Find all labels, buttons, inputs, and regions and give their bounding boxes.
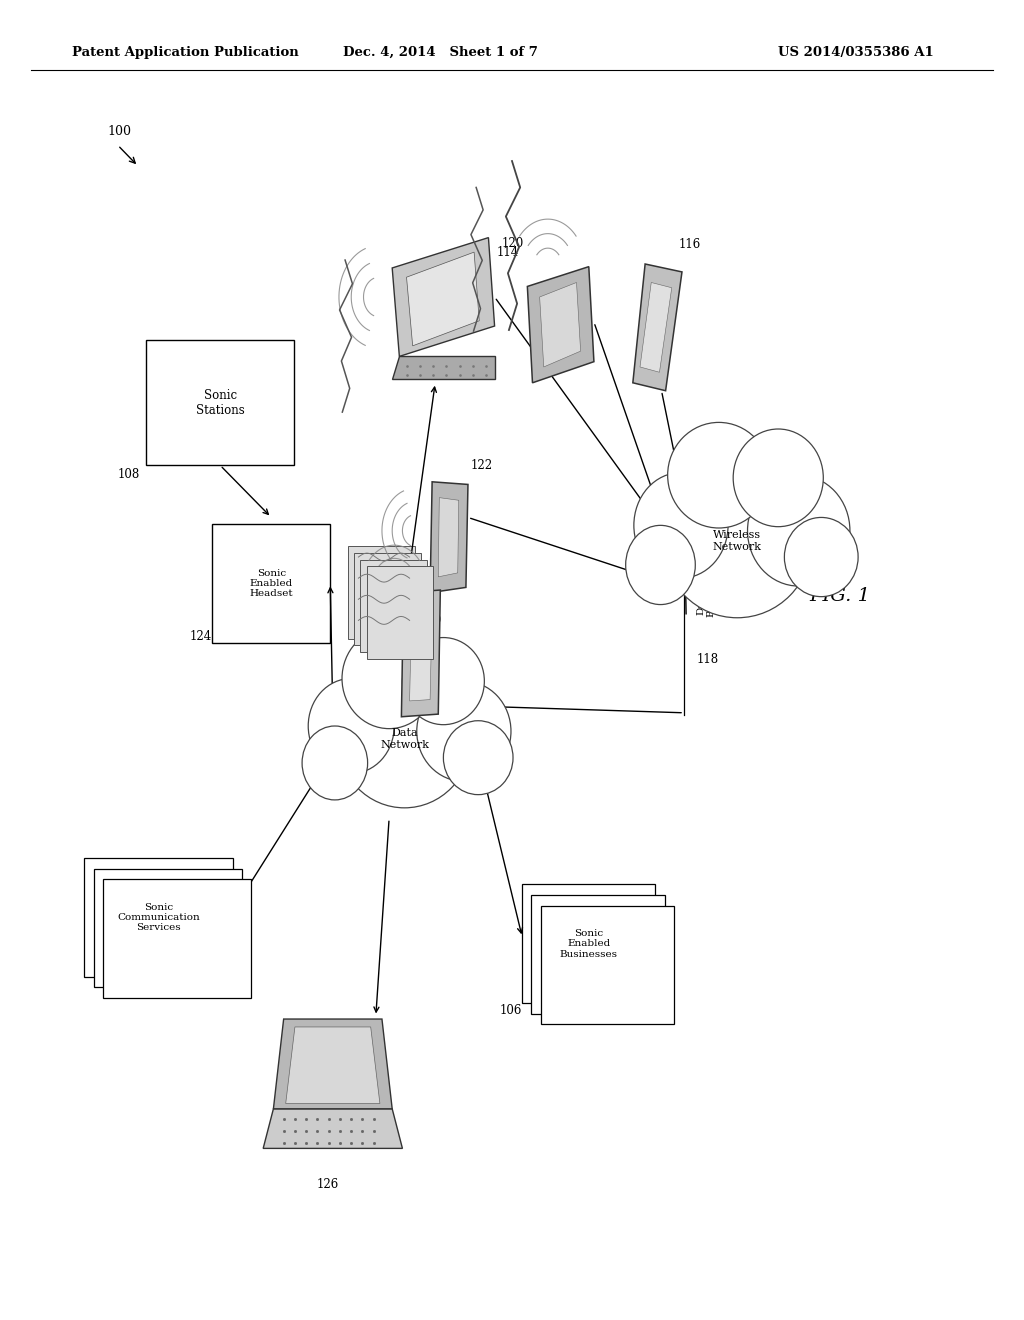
Ellipse shape [302, 726, 368, 800]
Ellipse shape [663, 465, 812, 618]
Text: Wireless
Network: Wireless Network [713, 531, 762, 552]
Text: 100: 100 [108, 124, 131, 137]
Text: Sonic
Stations: Sonic Stations [196, 388, 245, 417]
Ellipse shape [748, 475, 850, 586]
Ellipse shape [784, 517, 858, 597]
Polygon shape [438, 498, 459, 577]
Polygon shape [392, 238, 495, 356]
FancyBboxPatch shape [354, 553, 421, 645]
Text: 102: 102 [350, 649, 373, 663]
Text: 112: 112 [426, 649, 449, 663]
FancyBboxPatch shape [531, 895, 665, 1014]
Text: 106: 106 [500, 1003, 522, 1016]
Ellipse shape [626, 525, 695, 605]
Text: 104: 104 [108, 977, 130, 990]
Ellipse shape [338, 671, 471, 808]
Text: Patent Application Publication: Patent Application Publication [72, 46, 298, 59]
Polygon shape [286, 1027, 380, 1104]
Text: 118: 118 [696, 652, 719, 665]
Polygon shape [273, 1019, 392, 1109]
Text: 124: 124 [189, 630, 212, 643]
Polygon shape [410, 607, 432, 701]
Text: Sonic
Enabled
Headset: Sonic Enabled Headset [250, 569, 293, 598]
FancyBboxPatch shape [367, 566, 433, 659]
FancyBboxPatch shape [541, 906, 674, 1024]
Ellipse shape [402, 638, 484, 725]
Text: 108: 108 [118, 467, 140, 480]
Text: 110: 110 [420, 614, 442, 627]
Polygon shape [401, 590, 440, 717]
FancyBboxPatch shape [146, 341, 295, 466]
Polygon shape [430, 482, 468, 593]
FancyBboxPatch shape [348, 546, 415, 639]
FancyBboxPatch shape [213, 524, 330, 643]
Text: 122: 122 [471, 458, 494, 471]
Text: Data
Network: Data Network [380, 729, 429, 750]
Polygon shape [392, 356, 495, 379]
Text: FIG. 1: FIG. 1 [809, 586, 870, 605]
Polygon shape [640, 282, 672, 372]
Text: Data/Voice
Bridge 120: Data/Voice Bridge 120 [696, 558, 716, 616]
FancyBboxPatch shape [522, 884, 655, 1003]
FancyBboxPatch shape [84, 858, 232, 977]
FancyBboxPatch shape [94, 869, 242, 987]
Ellipse shape [417, 681, 511, 781]
Text: 116: 116 [679, 238, 701, 251]
Text: Sonic
Enabled
Businesses: Sonic Enabled Businesses [560, 929, 617, 958]
Ellipse shape [308, 678, 394, 774]
Ellipse shape [733, 429, 823, 527]
Text: 120: 120 [502, 236, 524, 249]
Text: Sonic
Communication
Services: Sonic Communication Services [118, 903, 200, 932]
Text: US 2014/0355386 A1: US 2014/0355386 A1 [778, 46, 934, 59]
Ellipse shape [668, 422, 770, 528]
FancyBboxPatch shape [360, 560, 427, 652]
Polygon shape [263, 1109, 402, 1148]
Ellipse shape [443, 721, 513, 795]
Ellipse shape [342, 628, 436, 729]
Text: Dec. 4, 2014   Sheet 1 of 7: Dec. 4, 2014 Sheet 1 of 7 [343, 46, 538, 59]
Text: 114: 114 [497, 246, 519, 259]
Text: 110: 110 [350, 722, 373, 735]
Polygon shape [540, 282, 581, 367]
Text: 126: 126 [316, 1177, 339, 1191]
Polygon shape [527, 267, 594, 383]
Polygon shape [633, 264, 682, 391]
FancyBboxPatch shape [102, 879, 252, 998]
Polygon shape [407, 252, 479, 346]
Ellipse shape [634, 473, 728, 578]
